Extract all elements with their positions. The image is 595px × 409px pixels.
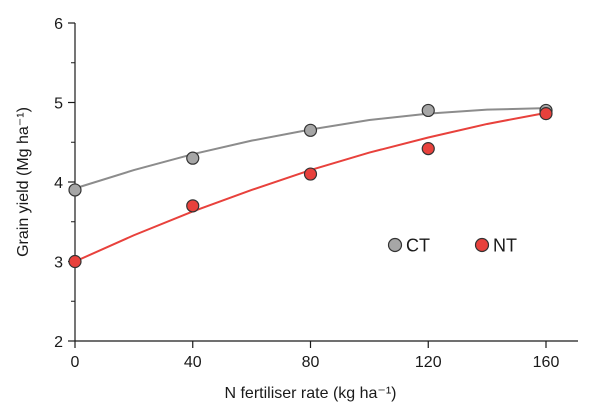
data-point-ct (303, 123, 318, 137)
data-point-nt (303, 167, 318, 181)
y-tick-label: 6 (54, 16, 63, 33)
x-tick-label: 40 (184, 354, 202, 371)
y-tick-label: 3 (54, 255, 63, 272)
x-tick-label: 0 (71, 354, 80, 371)
y-tick-label: 5 (54, 96, 63, 113)
legend-label-ct: CT (406, 236, 430, 256)
data-points (68, 103, 553, 269)
legend: CT NT (387, 236, 517, 256)
x-tick-label: 160 (533, 354, 560, 371)
data-point-ct (421, 103, 435, 118)
data-point-nt (68, 254, 82, 269)
y-tick-label: 2 (54, 334, 63, 351)
x-tick-label: 120 (415, 354, 442, 371)
x-tick-label: 80 (302, 354, 320, 371)
x-axis-label: N fertiliser rate (kg ha⁻¹) (224, 385, 396, 402)
legend-marker-nt (474, 237, 490, 253)
data-point-ct (68, 183, 82, 197)
legend-marker-ct (387, 237, 403, 253)
data-point-nt (421, 142, 435, 156)
y-axis-label: Grain yield (Mg ha⁻¹) (15, 107, 32, 257)
axes: 2 3 4 5 6 0 40 80 120 160 (54, 16, 578, 371)
data-point-nt (539, 107, 553, 121)
legend-label-nt: NT (493, 236, 517, 256)
data-point-ct (186, 151, 200, 165)
y-tick-label: 4 (54, 175, 63, 192)
data-point-nt (186, 199, 200, 213)
